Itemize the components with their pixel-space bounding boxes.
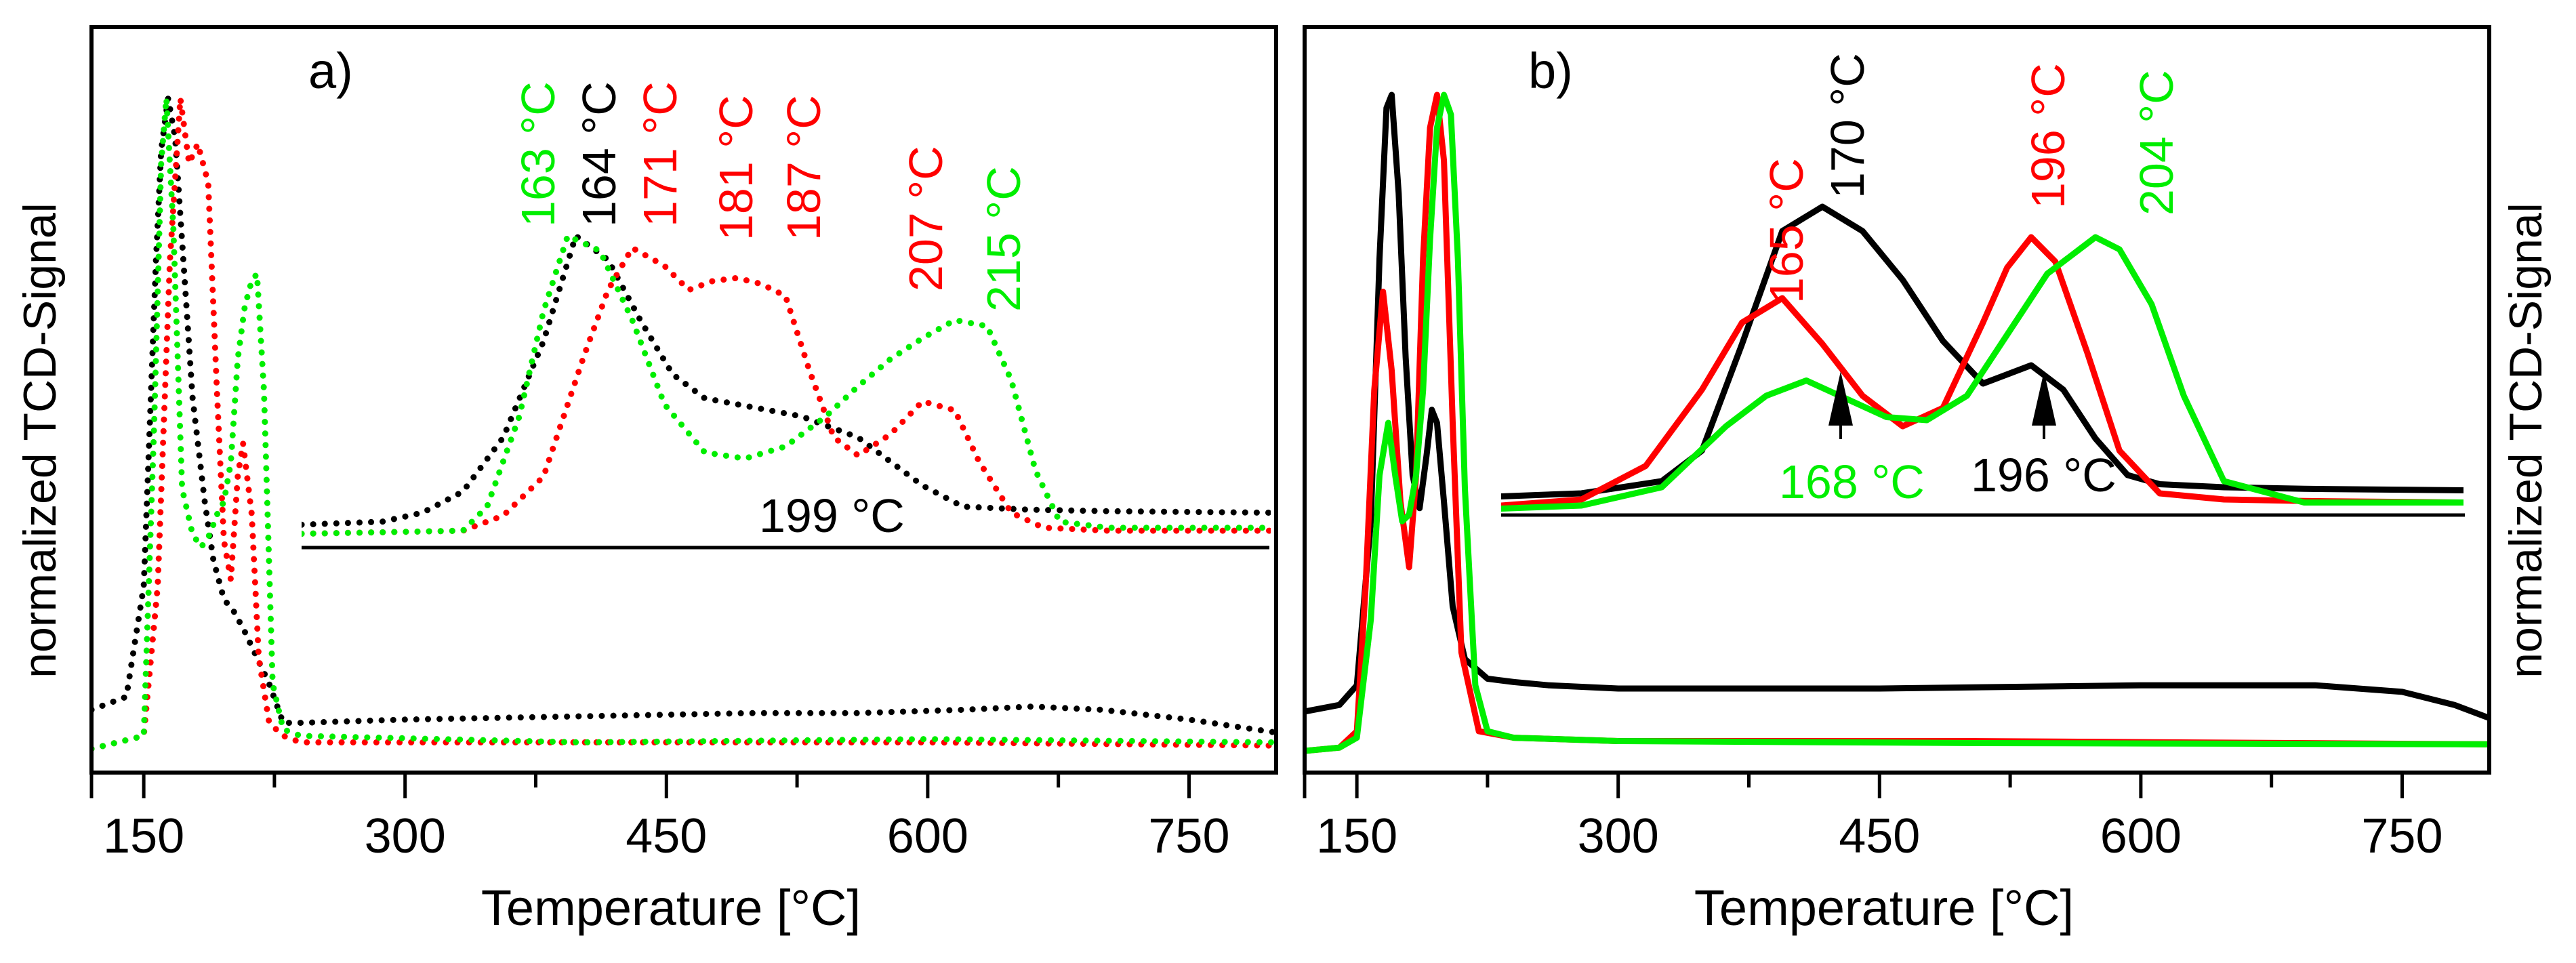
panel-a-series-red (91, 95, 1276, 752)
panel-b-frame (1303, 25, 2491, 775)
panel-b-x-axis-title: Temperature [°C] (1694, 880, 2074, 936)
arrow-196-head (2032, 371, 2056, 426)
panel-b-inset-series-red (1501, 234, 2463, 509)
panel-b-annotations: 165 °C 170 °C 196 °C 204 °C 168 °C 196 °… (1760, 53, 2183, 508)
panel-a-x-tick-label: 600 (887, 809, 968, 863)
panel-b-x-tick-label: 300 (1578, 809, 1659, 863)
annotation-181: 181 °C (710, 95, 762, 241)
panel-a-inset-series-black (302, 232, 1271, 528)
panel-b-series-green (1305, 91, 2489, 754)
panel-b-x-tick-label: 450 (1839, 809, 1920, 863)
annotation-199: 199 °C (759, 489, 905, 542)
annotation-168: 168 °C (1779, 455, 1925, 508)
panel-b-inset-series-green (1501, 234, 2463, 512)
panel-a-ticks: 150 300 450 600 750 (89, 773, 1230, 863)
panel-a-series-green (91, 95, 1276, 752)
panel-a-label: a) (308, 43, 353, 99)
panel-a-annotations: 163 °C 164 °C 171 °C 181 °C 187 °C 207 °… (512, 81, 1030, 542)
annotation-204: 204 °C (2130, 70, 2183, 216)
panel-a-inset-series-red (302, 245, 1271, 537)
panel-b-lines (1305, 91, 2489, 754)
panel-a-inset-series-green (302, 232, 1271, 537)
panel-b-x-tick-label: 600 (2100, 809, 2182, 863)
panel-a-y-axis-title: normalized TCD-Signal (14, 203, 66, 678)
panel-a-series-black (91, 95, 1276, 736)
panel-b-x-tick-label: 150 (1316, 809, 1397, 863)
panel-a-x-tick-label: 150 (103, 809, 184, 863)
panel-b-inset-lines (1501, 203, 2463, 512)
annotation-196-black: 196 °C (1971, 449, 2117, 501)
annotation-164: 164 °C (573, 81, 626, 227)
annotation-207: 207 °C (899, 146, 952, 291)
panel-a: 150 300 450 600 750 a) 163 °C 164 °C 171 °C … (14, 25, 1278, 936)
annotation-171: 171 °C (634, 81, 687, 227)
annotation-187: 187 °C (777, 95, 830, 241)
panel-a-inset (302, 232, 1271, 550)
panel-b-ticks: 150 300 450 600 750 (1303, 773, 2443, 863)
panel-a-x-axis-title: Temperature [°C] (481, 880, 861, 936)
panel-b-inset-arrows (1828, 371, 2056, 439)
panel-b-x-tick-label: 750 (2361, 809, 2442, 863)
panel-b-label: b) (1528, 43, 1573, 99)
annotation-196-red: 196 °C (2022, 63, 2074, 209)
panel-a-lines (91, 95, 1276, 752)
annotation-163: 163 °C (512, 81, 565, 227)
annotation-170: 170 °C (1821, 53, 1874, 199)
panel-b-inset (1501, 203, 2465, 517)
panel-a-inset-lines (302, 232, 1271, 537)
panel-a-frame (89, 25, 1278, 775)
arrow-168-head (1828, 371, 1853, 426)
panel-a-x-tick-label: 450 (626, 809, 707, 863)
panel-a-x-tick-label: 300 (365, 809, 446, 863)
panel-b: 150 300 450 600 750 b) 165 °C 170 °C 196 °C … (1303, 25, 2552, 936)
panel-b-y-axis-title: normalized TCD-Signal (2500, 203, 2552, 678)
annotation-165: 165 °C (1760, 158, 1813, 304)
panel-b-series-black (1305, 91, 2489, 722)
annotation-215: 215 °C (977, 166, 1030, 312)
panel-a-x-tick-label: 750 (1148, 809, 1229, 863)
